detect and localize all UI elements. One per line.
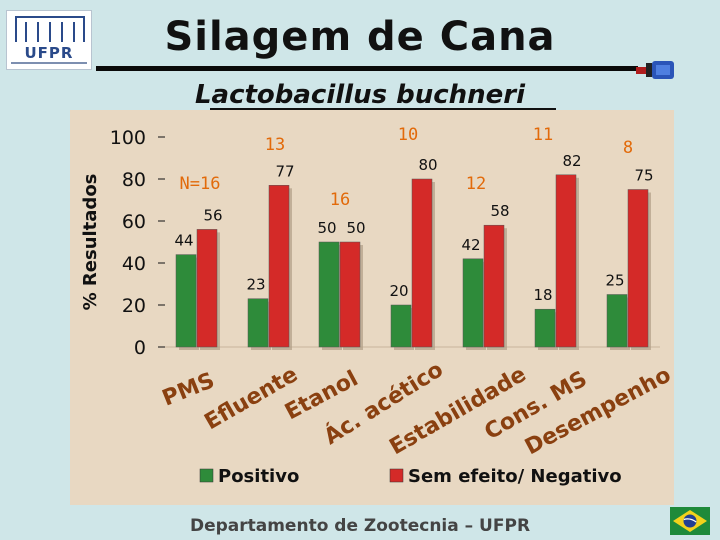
data-label: 80	[418, 156, 437, 174]
data-label: 20	[389, 282, 408, 300]
legend-swatch	[389, 468, 404, 483]
legend-label: Sem efeito/ Negativo	[408, 466, 622, 487]
bar-negativo	[483, 224, 505, 348]
bar-negativo	[627, 189, 649, 348]
cable-connector-icon	[636, 61, 674, 79]
category-label: Efluente	[201, 362, 303, 435]
data-label: 25	[605, 272, 624, 290]
bar-negativo	[268, 185, 290, 348]
brazil-flag-icon	[670, 507, 710, 535]
y-tick-label: 20	[122, 295, 146, 317]
legend-swatch	[199, 468, 214, 483]
y-tick-label: 0	[134, 337, 146, 359]
footer-text: Departamento de Zootecnia – UFPR	[189, 516, 531, 536]
data-label: 56	[203, 206, 222, 224]
n-label: 11	[533, 125, 553, 145]
y-axis-label: % Resultados	[80, 174, 101, 311]
logo-underline	[11, 62, 87, 64]
n-label: N=16	[180, 174, 221, 194]
data-label: 77	[275, 162, 294, 180]
category-label: PMS	[159, 368, 218, 411]
bar-positivo	[175, 254, 197, 348]
bar-positivo	[318, 241, 340, 348]
ufpr-logo: UFPR	[6, 10, 92, 70]
legend-label: Positivo	[218, 466, 299, 487]
y-tick-label: 40	[122, 253, 146, 275]
chart-svg: % Resultados 100 80 60 40 20 0 44 23 50 20 42 18 25 56…	[80, 125, 674, 487]
bar-positivo	[247, 298, 269, 348]
bar-positivo	[534, 308, 556, 348]
bar-positivo	[390, 304, 412, 348]
bar-negativo	[339, 241, 361, 348]
data-label: 18	[533, 286, 552, 304]
n-label: 8	[623, 138, 633, 158]
data-label: 42	[461, 236, 480, 254]
bar-negativo	[411, 178, 433, 348]
ufpr-logo-icon	[15, 16, 85, 42]
bar-positivo	[462, 258, 484, 348]
data-label: 50	[317, 219, 336, 237]
data-label: 82	[562, 152, 581, 170]
bar-positivo	[606, 294, 628, 348]
y-tick-label: 100	[110, 127, 146, 149]
bar-negativo	[196, 229, 218, 348]
n-label: 16	[330, 190, 350, 210]
data-label: 75	[634, 167, 653, 185]
page-subtitle: Lactobacillus buchneri	[194, 80, 526, 110]
bar-negativo	[555, 174, 577, 348]
data-label: 23	[246, 276, 265, 294]
data-label: 50	[346, 219, 365, 237]
y-tick-label: 60	[122, 211, 146, 233]
n-label: 13	[265, 135, 285, 155]
page-title: Silagem de Cana	[164, 14, 556, 60]
data-label: 44	[174, 232, 193, 250]
y-tick-label: 80	[122, 169, 146, 191]
logo-text: UFPR	[24, 44, 74, 62]
data-label: 58	[490, 202, 509, 220]
n-label: 12	[466, 174, 486, 194]
bar-chart: % Resultados 100 80 60 40 20 0 44 23 50 20 42 18 25 56…	[70, 110, 674, 505]
n-label: 10	[398, 125, 418, 145]
title-rule	[96, 66, 638, 71]
subtitle-underline	[210, 108, 556, 110]
